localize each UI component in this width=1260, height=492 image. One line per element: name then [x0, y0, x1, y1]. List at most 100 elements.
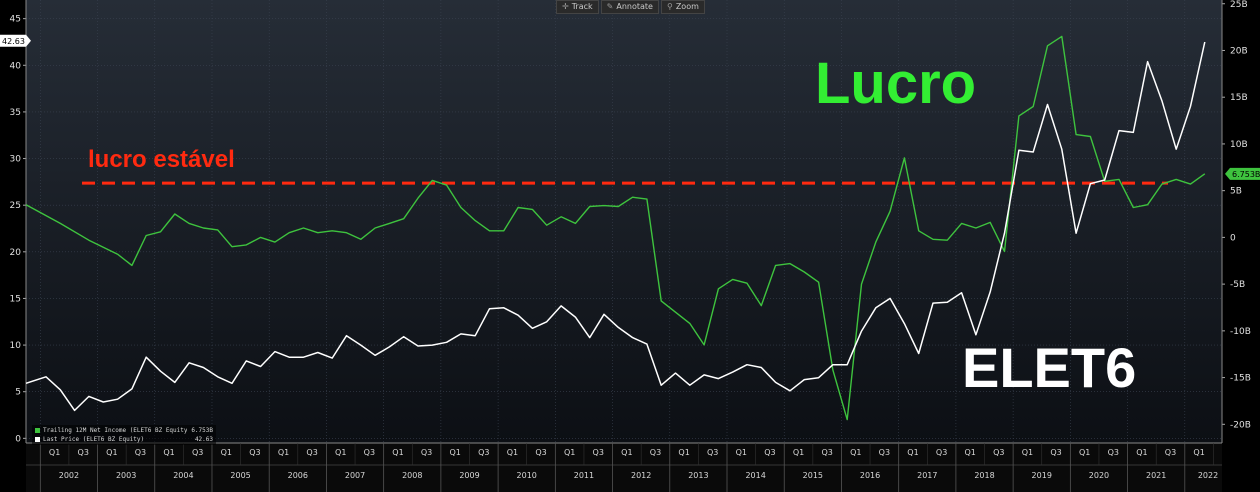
pencil-icon: ✎ [606, 2, 614, 11]
right-axis: 25B 20B 15B 10B 5B 0 -5B -10B -15B -20B [1221, 0, 1251, 443]
quarter-label: Q1 [793, 448, 804, 457]
right-tick-label: 15B [1230, 93, 1248, 103]
right-tick-label: -15B [1230, 374, 1251, 384]
quarter-label: Q3 [650, 448, 661, 457]
left-tick-label: 30 [10, 155, 22, 165]
quarter-label: Q1 [1079, 448, 1090, 457]
legend-value: 42.63 [194, 436, 213, 443]
left-tick-label: 15 [10, 294, 21, 304]
year-label: 2020 [1089, 471, 1109, 480]
plot-background [26, 0, 1222, 443]
left-tick-label: 5 [15, 388, 21, 398]
quarter-label: Q1 [907, 448, 918, 457]
zoom-label: Zoom [675, 2, 699, 11]
right-tick-label: -10B [1230, 327, 1251, 337]
year-label: 2007 [345, 471, 365, 480]
quarter-label: Q1 [49, 448, 60, 457]
grid [26, 0, 1222, 443]
legend-swatch-white [35, 437, 40, 442]
quarter-label: Q3 [1165, 448, 1176, 457]
year-label: 2014 [745, 471, 765, 480]
chart-toolbar: ✛ Track ✎ Annotate ⚲ Zoom [556, 0, 705, 14]
time-axis: Q1 Q3 2002 Q1 Q3 2003 Q1 Q3 2004 Q1 Q3 2005 Q1 Q3 2006… [26, 442, 1222, 492]
price-flag-label: 42.63 [2, 37, 25, 46]
crosshair-icon: ✛ [562, 2, 569, 11]
quarter-label: Q1 [106, 448, 117, 457]
right-tick-label: 0 [1230, 233, 1236, 243]
right-tick-label: -5B [1230, 280, 1245, 290]
left-tick-label: 35 [10, 108, 21, 118]
right-tick-label: 5B [1230, 187, 1242, 197]
quarter-label: Q1 [1136, 448, 1147, 457]
left-tick-label: 10 [10, 341, 22, 351]
quarter-label: Q3 [936, 448, 947, 457]
quarter-label: Q1 [1193, 448, 1204, 457]
year-label: 2016 [860, 471, 880, 480]
legend-swatch-green [35, 428, 40, 433]
year-label: 2013 [688, 471, 708, 480]
quarter-label: Q3 [1050, 448, 1061, 457]
price-series-line [25, 41, 1206, 412]
value-flags: 42.63 6.753B [0, 34, 1260, 180]
year-label: 2011 [574, 471, 594, 480]
quarter-label: Q1 [621, 448, 632, 457]
quarter-label: Q1 [965, 448, 976, 457]
legend-entry-last-price[interactable]: Last Price (ELET6 BZ Equity) 42.63 [35, 435, 213, 444]
year-label: 2002 [59, 471, 79, 480]
quarter-label: Q3 [593, 448, 604, 457]
annotation-lucro: Lucro [815, 51, 976, 116]
legend-label: Trailing 12M Net Income (ELET6 BZ Equity… [43, 427, 188, 434]
income-flag-label: 6.753B [1232, 170, 1260, 179]
year-label: 2009 [459, 471, 479, 480]
year-label: 2006 [288, 471, 308, 480]
year-label: 2005 [230, 471, 250, 480]
quarter-label: Q3 [764, 448, 775, 457]
income-flag [1225, 167, 1260, 180]
quarter-label: Q3 [364, 448, 375, 457]
year-label: 2017 [917, 471, 937, 480]
quarter-label: Q1 [850, 448, 861, 457]
quarter-label: Q3 [821, 448, 832, 457]
quarter-label: Q1 [1022, 448, 1033, 457]
quarter-label: Q3 [535, 448, 546, 457]
quarter-label: Q1 [678, 448, 689, 457]
track-label: Track [571, 2, 593, 11]
year-label: 2008 [402, 471, 422, 480]
quarter-label: Q3 [192, 448, 203, 457]
quarter-label: Q3 [135, 448, 146, 457]
quarter-label: Q1 [335, 448, 346, 457]
year-label: 2022 [1198, 471, 1218, 480]
year-label: 2003 [116, 471, 136, 480]
annotate-button[interactable]: ✎ Annotate [600, 0, 659, 14]
legend-label: Last Price (ELET6 BZ Equity) [43, 436, 145, 443]
track-button[interactable]: ✛ Track [556, 0, 599, 14]
chart-legend: Trailing 12M Net Income (ELET6 BZ Equity… [32, 425, 216, 445]
time-axis-background [26, 443, 1222, 492]
quarter-label: Q3 [879, 448, 890, 457]
quarter-label: Q3 [993, 448, 1004, 457]
left-axis: 0 5 10 15 20 25 30 35 40 45 [10, 0, 27, 444]
left-tick-label: 20 [10, 248, 22, 258]
series-lines [25, 35, 1206, 421]
left-tick-label: 40 [10, 61, 22, 71]
quarter-label: Q1 [392, 448, 403, 457]
quarter-label: Q1 [507, 448, 518, 457]
legend-value: 6.753B [191, 427, 213, 434]
year-label: 2010 [517, 471, 537, 480]
quarter-label: Q1 [163, 448, 174, 457]
zoom-button[interactable]: ⚲ Zoom [660, 0, 705, 14]
quarter-label: Q1 [278, 448, 289, 457]
legend-entry-net-income[interactable]: Trailing 12M Net Income (ELET6 BZ Equity… [35, 426, 213, 435]
left-tick-label: 25 [10, 201, 21, 211]
left-tick-label: 45 [10, 15, 21, 25]
quarter-label: Q1 [736, 448, 747, 457]
annotation-elet6: ELET6 [962, 336, 1136, 399]
price-flag [0, 34, 31, 47]
net-income-series-line [25, 35, 1206, 421]
right-tick-label: 20B [1230, 46, 1248, 56]
year-label: 2015 [803, 471, 823, 480]
year-label: 2018 [974, 471, 994, 480]
right-tick-label: 10B [1230, 140, 1248, 150]
quarter-label: Q3 [478, 448, 489, 457]
